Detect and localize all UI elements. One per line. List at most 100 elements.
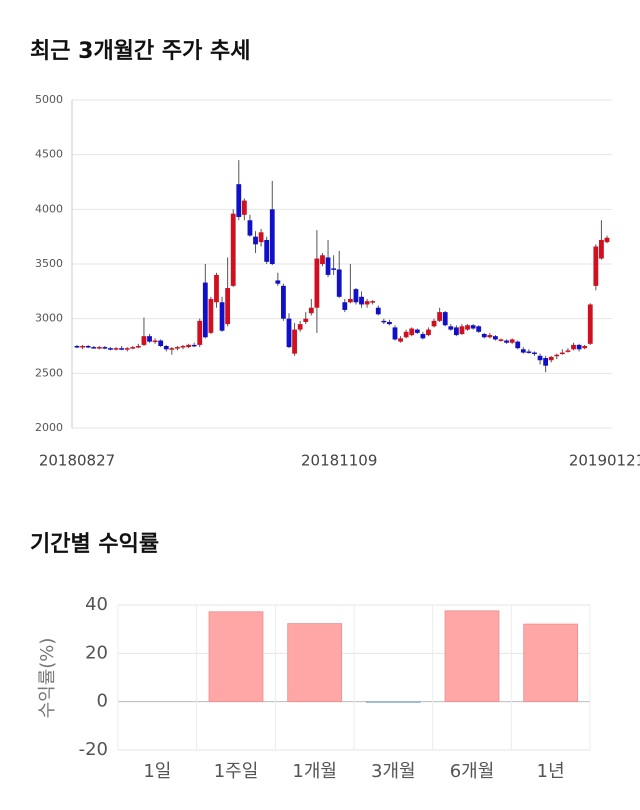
candle-body	[582, 346, 588, 349]
candle-body	[241, 200, 247, 215]
candle-body	[548, 356, 554, 361]
y-tick-label: 0	[97, 691, 108, 712]
candle-body	[208, 298, 214, 333]
y-tick-label: 2500	[35, 366, 63, 379]
candle-body	[370, 301, 376, 303]
y-tick-label: 2000	[35, 421, 63, 434]
candle-body	[442, 312, 448, 326]
y-tick-label: 3500	[35, 257, 63, 270]
candle-body	[537, 355, 543, 361]
candle-body	[448, 326, 454, 330]
candle-body	[453, 327, 459, 336]
bar	[287, 623, 343, 703]
candle-body	[292, 329, 297, 354]
candle-body	[470, 325, 476, 329]
x-tick-label: 1일	[143, 761, 171, 782]
candle-body	[80, 346, 85, 348]
candle-body	[119, 348, 125, 350]
candle-body	[303, 318, 309, 322]
candle-body	[297, 324, 303, 330]
candle-body	[509, 339, 515, 343]
candle-body	[85, 346, 91, 348]
bar	[208, 611, 264, 703]
x-tick-label: 1년	[537, 761, 565, 782]
candle-body	[593, 246, 599, 286]
candle-body	[113, 348, 119, 350]
y-tick-label: 3000	[35, 312, 63, 325]
candle-body	[253, 236, 258, 245]
x-tick-label: 1주일	[214, 761, 259, 782]
candle-body	[604, 237, 610, 243]
candle-body	[281, 285, 286, 319]
candle-body	[320, 255, 325, 264]
candle-body	[124, 348, 130, 350]
candle-body	[543, 358, 549, 366]
x-tick-label: 20180827	[39, 452, 115, 470]
candle-body	[91, 347, 97, 349]
candle-body	[102, 347, 108, 349]
candle-body	[426, 329, 431, 336]
candle-body	[331, 268, 337, 270]
candle-body	[387, 321, 392, 325]
candle-body	[236, 184, 242, 217]
candle-body	[342, 302, 348, 310]
candle-body	[465, 325, 470, 330]
y-tick-label: 40	[85, 594, 108, 615]
candle-body	[230, 213, 236, 286]
candle-body	[515, 341, 521, 349]
candle-body	[225, 288, 231, 325]
candle-body	[169, 348, 175, 350]
candle-body	[554, 354, 560, 357]
candle-body	[409, 328, 415, 336]
candle-body	[214, 274, 219, 303]
chart-title: 기간별 수익률	[30, 532, 159, 557]
y-tick-label: 5000	[35, 93, 63, 106]
candle-body	[487, 335, 493, 338]
candle-body	[175, 347, 180, 349]
candle-body	[364, 301, 370, 305]
candle-body	[219, 302, 225, 331]
candle-body	[398, 338, 403, 342]
candle-body	[587, 304, 593, 344]
candle-body	[520, 349, 526, 353]
x-tick-label: 1개월	[292, 761, 337, 782]
candle-body	[381, 320, 387, 323]
candle-body	[459, 326, 465, 334]
candle-body	[186, 344, 191, 348]
candle-body	[197, 320, 203, 345]
candle-body	[565, 350, 571, 352]
candle-body	[420, 333, 426, 339]
candle-body	[275, 280, 281, 284]
y-tick-label: -20	[79, 739, 108, 760]
candle-body	[559, 352, 565, 355]
candle-body	[202, 282, 208, 338]
candle-body	[180, 346, 186, 348]
y-tick-label: 4500	[35, 148, 63, 161]
candle-body	[437, 312, 443, 321]
candle-body	[347, 298, 353, 303]
x-tick-label: 20190121	[569, 452, 640, 470]
candle-body	[359, 296, 364, 305]
candle-body	[325, 257, 331, 275]
candle-body	[152, 340, 158, 343]
candle-body	[269, 209, 275, 264]
y-axis-label: 수익률(%)	[37, 638, 58, 719]
candle-body	[336, 269, 342, 297]
bar	[523, 623, 579, 703]
candle-body	[96, 347, 102, 349]
candle-body	[74, 346, 80, 348]
y-tick-label: 4000	[35, 202, 63, 215]
candle-body	[191, 344, 197, 347]
candle-body	[481, 333, 487, 338]
candle-body	[163, 346, 169, 350]
candle-body	[314, 258, 320, 308]
candle-body	[353, 289, 359, 303]
candle-body	[130, 347, 136, 349]
candle-body	[264, 239, 270, 262]
candle-body	[141, 336, 147, 345]
candle-body	[476, 326, 482, 332]
candle-body	[147, 336, 152, 342]
candle-body	[392, 327, 398, 340]
candle-body	[403, 331, 409, 338]
candle-body	[135, 346, 141, 348]
